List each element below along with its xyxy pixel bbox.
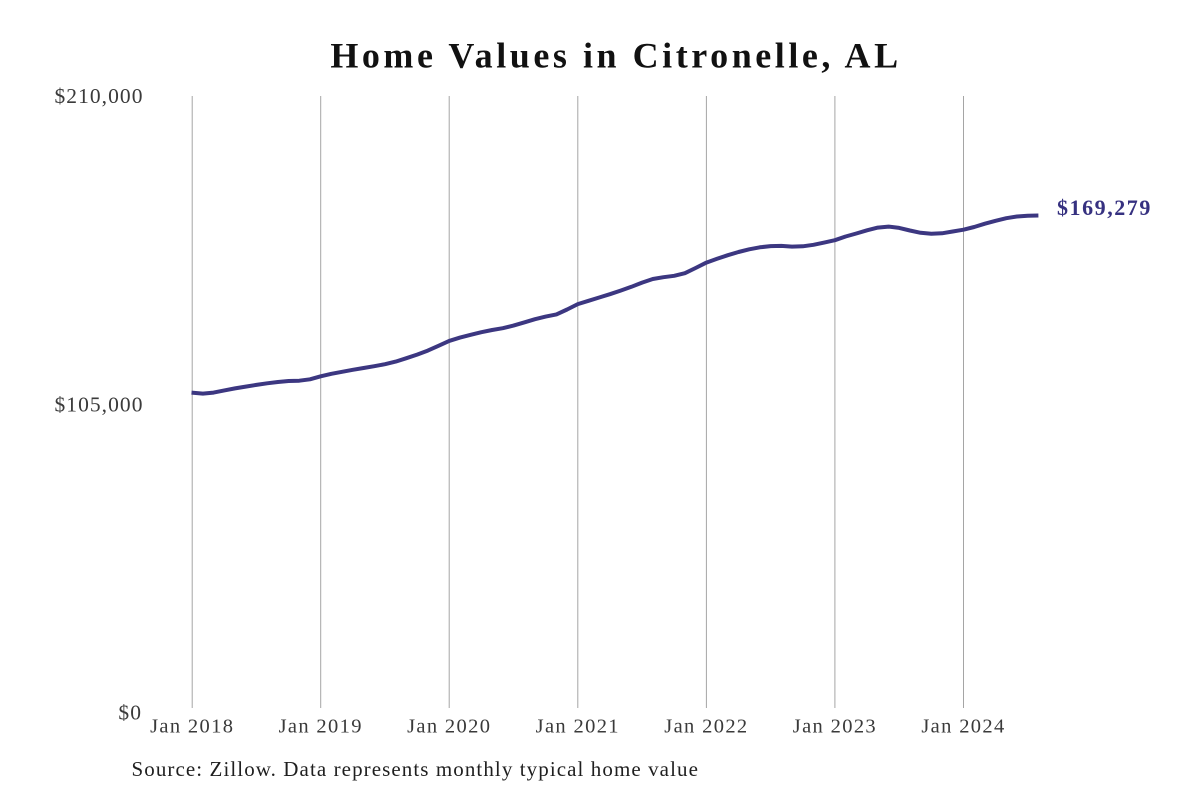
svg-text:Jan 2021: Jan 2021	[536, 716, 620, 738]
svg-text:Jan 2018: Jan 2018	[150, 716, 234, 738]
svg-text:Jan 2020: Jan 2020	[407, 716, 491, 738]
svg-text:$210,000: $210,000	[54, 84, 143, 108]
svg-text:Jan 2019: Jan 2019	[279, 716, 363, 738]
svg-text:Jan 2024: Jan 2024	[921, 716, 1005, 738]
svg-text:$0: $0	[118, 700, 142, 724]
svg-text:$105,000: $105,000	[54, 393, 143, 417]
svg-text:Jan 2022: Jan 2022	[664, 716, 748, 738]
svg-text:Source: Zillow. Data represent: Source: Zillow. Data represents monthly …	[132, 757, 699, 781]
svg-text:Home Values in Citronelle, AL: Home Values in Citronelle, AL	[330, 36, 901, 76]
svg-text:$169,279: $169,279	[1057, 195, 1152, 220]
svg-text:Jan 2023: Jan 2023	[793, 716, 877, 738]
